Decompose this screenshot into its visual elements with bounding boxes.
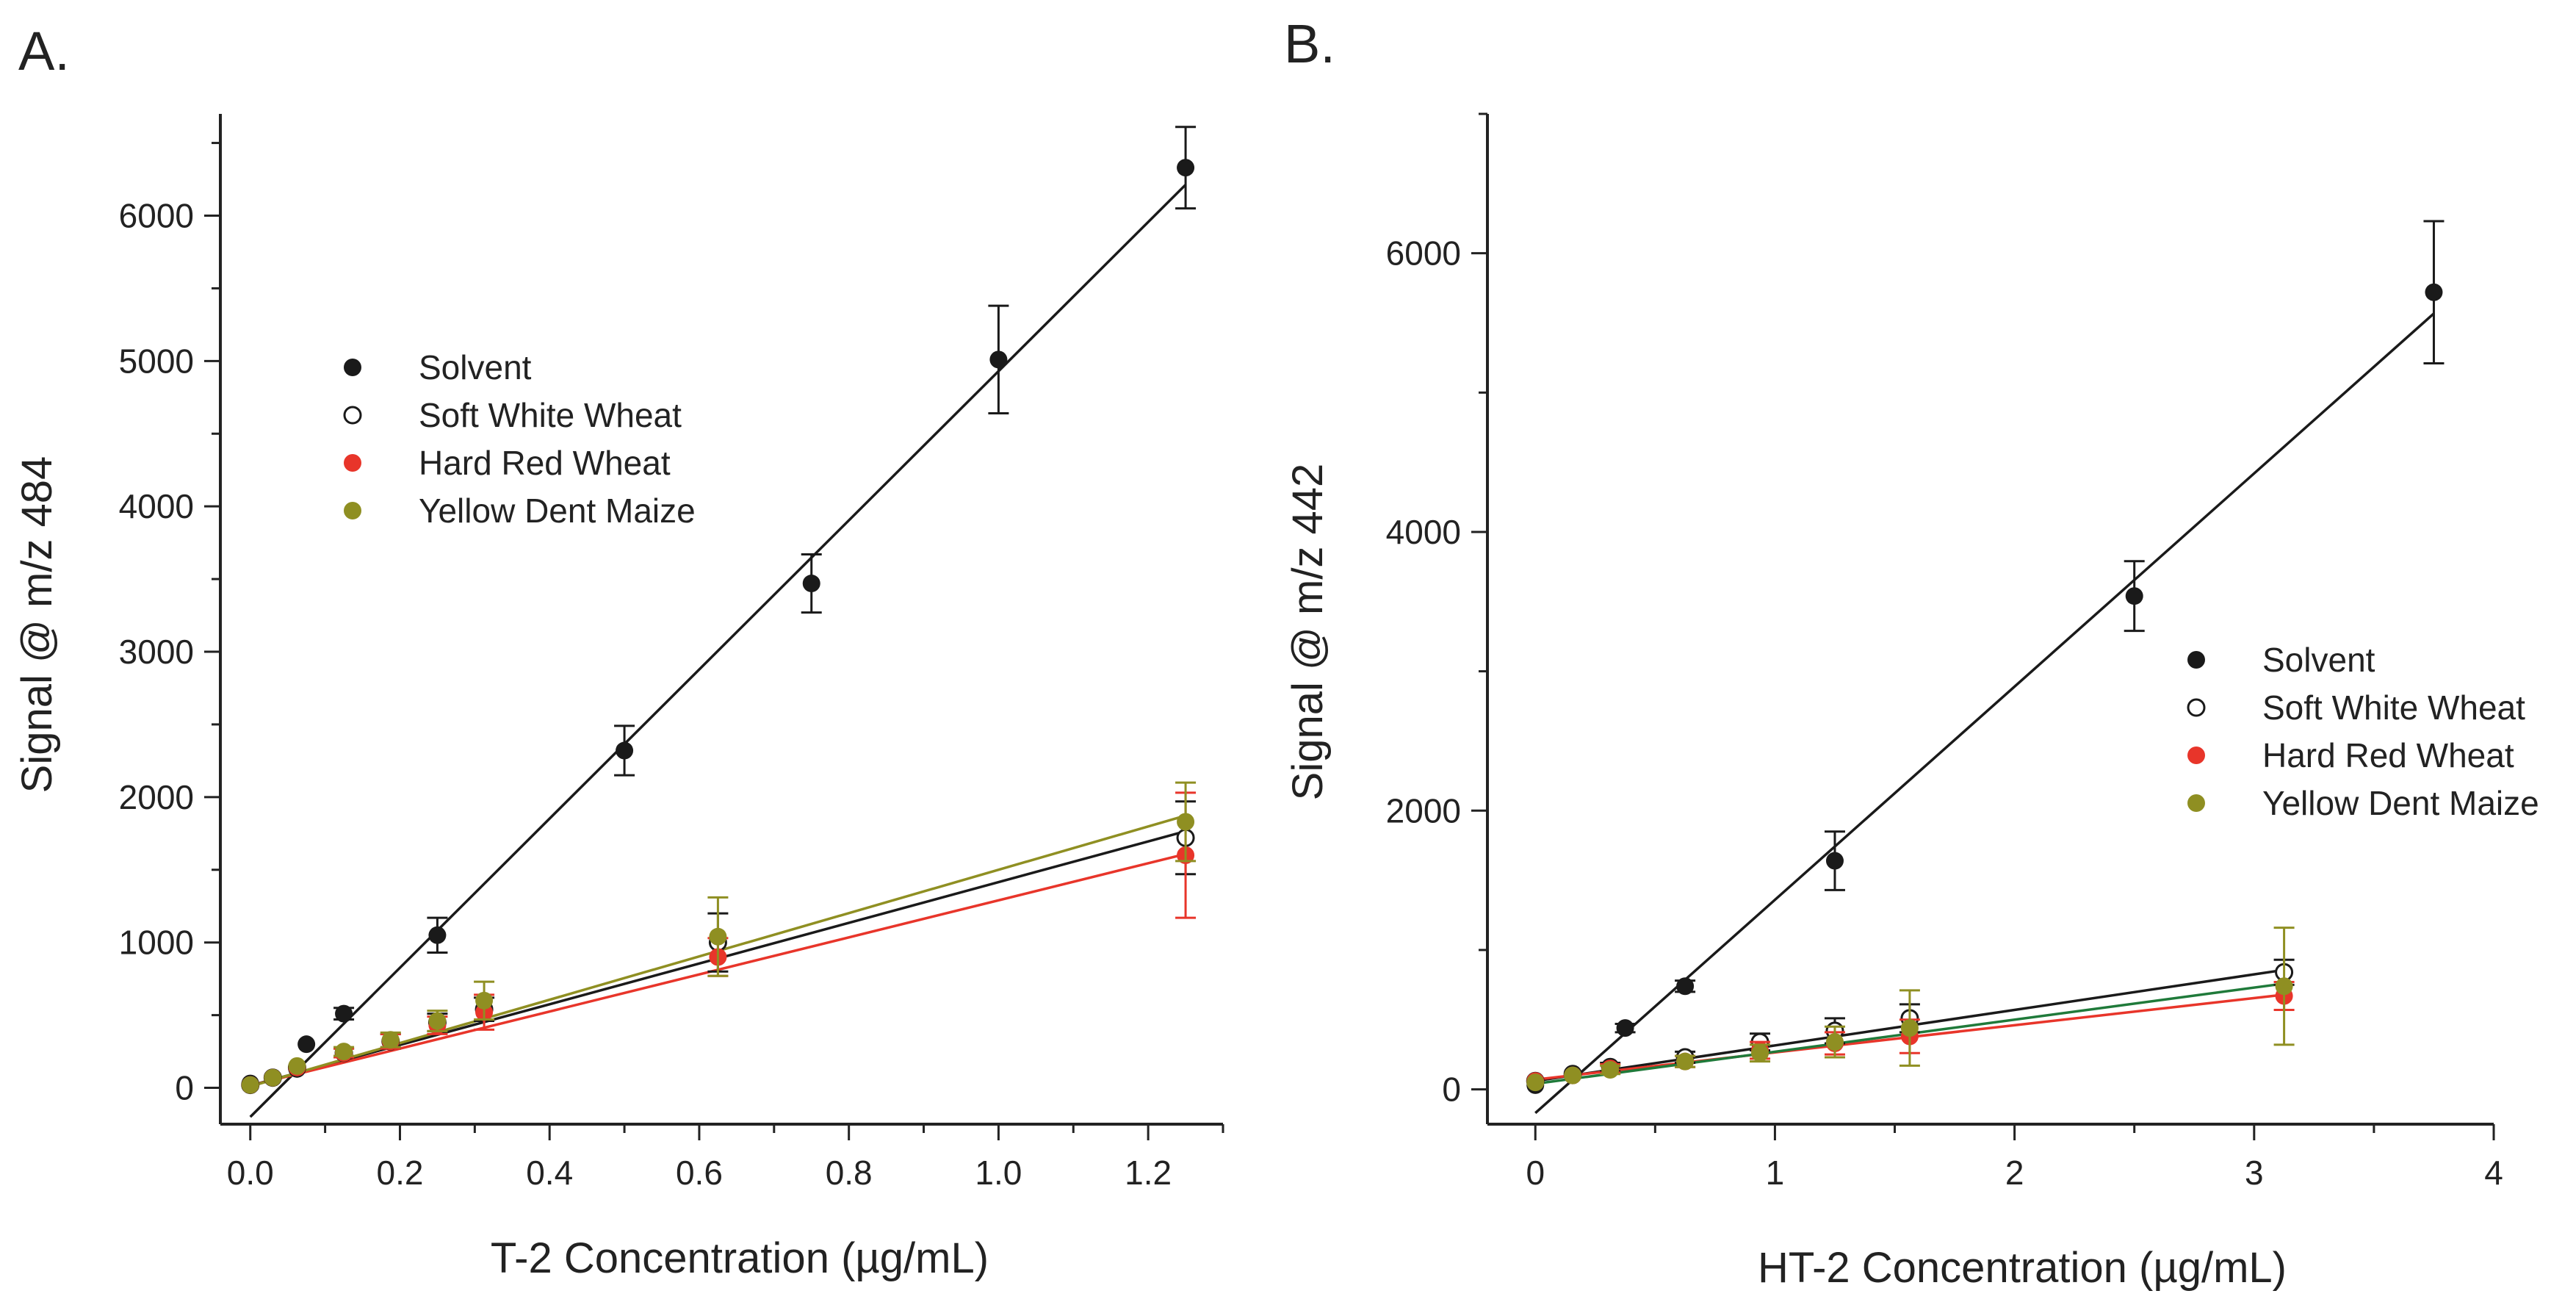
- chart-a-data-point: [616, 741, 634, 760]
- chart-b-xlabel: HT-2 Concentration (µg/mL): [1758, 1244, 2287, 1292]
- chart-b-legend-marker: [2187, 698, 2206, 717]
- chart-a-data-point: [335, 1043, 353, 1061]
- chart-a-data-point: [428, 926, 447, 944]
- chart-b-legend-label: Soft White Wheat: [2262, 688, 2525, 727]
- chart-b-y-tick-label: 6000: [1386, 234, 1461, 273]
- chart-b-x-tick-label: 1: [1766, 1154, 1785, 1192]
- chart-b-data-point: [1616, 1019, 1634, 1037]
- chart-b-x-tick-label: 3: [2245, 1154, 2264, 1192]
- chart-b-x-tick-label: 4: [2484, 1154, 2503, 1192]
- chart-b-legend-marker: [2187, 794, 2205, 812]
- chart-b-x-tick-label: 0: [1526, 1154, 1545, 1192]
- chart-a-legend-marker: [344, 502, 361, 519]
- chart-b: 0 2000 4000 6000 0 1 2 3 4 Solvent Soft White Whea…: [1386, 112, 2539, 1192]
- chart-b-data-point: [1601, 1061, 1620, 1079]
- chart-b-data-point: [1900, 1019, 1919, 1037]
- chart-a-legend-marker: [344, 454, 361, 472]
- chart-a-x-tick-label: 1.0: [975, 1154, 1022, 1192]
- chart-a-y-tick-label: 1000: [119, 924, 194, 962]
- chart-b-legend: Solvent Soft White Wheat Hard Red Wheat Yel…: [2187, 641, 2539, 822]
- chart-b-y-tick-label: 4000: [1386, 513, 1461, 551]
- chart-a-data-point: [802, 575, 820, 593]
- chart-a-ylabel: Signal @ m/z 484: [13, 456, 61, 794]
- chart-a-x-tick-label: 0.4: [526, 1154, 573, 1192]
- chart-a-x-tick-label: 0.0: [227, 1154, 274, 1192]
- chart-a-fit-line: [249, 184, 1187, 1118]
- chart-b-legend-marker: [2187, 651, 2205, 669]
- chart-a-y-tick-label: 3000: [119, 633, 194, 671]
- chart-a: 0 1000 2000 3000 4000 5000 6000 0.0 0.2 0.4 0.6 0.8…: [119, 114, 1224, 1192]
- chart-a-legend-marker: [343, 406, 362, 425]
- chart-a-legend-marker: [344, 359, 361, 376]
- panel-a-label: A.: [18, 21, 70, 82]
- chart-b-legend-marker: [2187, 747, 2205, 764]
- chart-b-x-tick-label: 2: [2005, 1154, 2024, 1192]
- chart-a-y-tick-label: 6000: [119, 196, 194, 234]
- chart-a-legend-label: Hard Red Wheat: [419, 444, 671, 482]
- chart-a-legend: Solvent Soft White Wheat Hard Red Wheat Yel…: [343, 348, 696, 530]
- chart-a-data-point: [475, 991, 494, 1010]
- chart-a-y-tick-label: 5000: [119, 342, 194, 380]
- chart-a-legend-label: Yellow Dent Maize: [419, 492, 696, 530]
- chart-a-x-tick-label: 0.2: [377, 1154, 424, 1192]
- chart-b-data-point: [1825, 852, 1844, 870]
- chart-b-data-point: [1751, 1044, 1769, 1062]
- chart-b-legend-label: Hard Red Wheat: [2262, 736, 2514, 774]
- chart-b-legend-label: Yellow Dent Maize: [2262, 784, 2539, 822]
- chart-a-data-point: [1177, 813, 1195, 831]
- chart-b-data-point: [1676, 977, 1695, 996]
- chart-a-data-point: [709, 927, 727, 946]
- chart-a-y-tick-label: 4000: [119, 487, 194, 525]
- chart-b-y-tick-label: 0: [1442, 1071, 1461, 1109]
- chart-b-y-tick-label: 2000: [1386, 791, 1461, 830]
- chart-a-data-point: [297, 1035, 316, 1054]
- chart-a-data-point: [989, 350, 1008, 369]
- chart-a-data-point: [428, 1012, 447, 1030]
- chart-a-xlabel: T-2 Concentration (µg/mL): [491, 1234, 989, 1282]
- chart-a-data-point: [335, 1004, 353, 1023]
- chart-a-x-tick-label: 1.2: [1125, 1154, 1172, 1192]
- chart-b-ylabel: Signal @ m/z 442: [1284, 464, 1332, 801]
- chart-a-data-point: [241, 1076, 259, 1094]
- chart-a-x-tick-label: 0.6: [676, 1154, 723, 1192]
- chart-a-x-tick-label: 0.8: [826, 1154, 873, 1192]
- chart-b-legend-label: Solvent: [2262, 641, 2375, 679]
- chart-b-data-point: [1564, 1066, 1582, 1084]
- chart-b-data-point: [2125, 587, 2143, 605]
- chart-b-data-point: [1676, 1052, 1695, 1071]
- chart-b-data-point: [1825, 1033, 1844, 1051]
- chart-a-y-tick-label: 2000: [119, 778, 194, 816]
- chart-a-data-point: [381, 1031, 400, 1049]
- chart-a-y-tick-label: 0: [175, 1069, 194, 1107]
- chart-b-data-point: [2425, 283, 2443, 301]
- chart-a-data-point: [288, 1057, 306, 1075]
- chart-a-data-point: [264, 1068, 282, 1087]
- chart-b-data-point: [1526, 1073, 1545, 1092]
- panel-b-label: B.: [1284, 13, 1335, 74]
- chart-b-data-point: [2275, 977, 2293, 996]
- chart-a-legend-label: Solvent: [419, 348, 532, 386]
- chart-a-data-point: [1177, 159, 1195, 177]
- chart-a-legend-label: Soft White Wheat: [419, 396, 682, 434]
